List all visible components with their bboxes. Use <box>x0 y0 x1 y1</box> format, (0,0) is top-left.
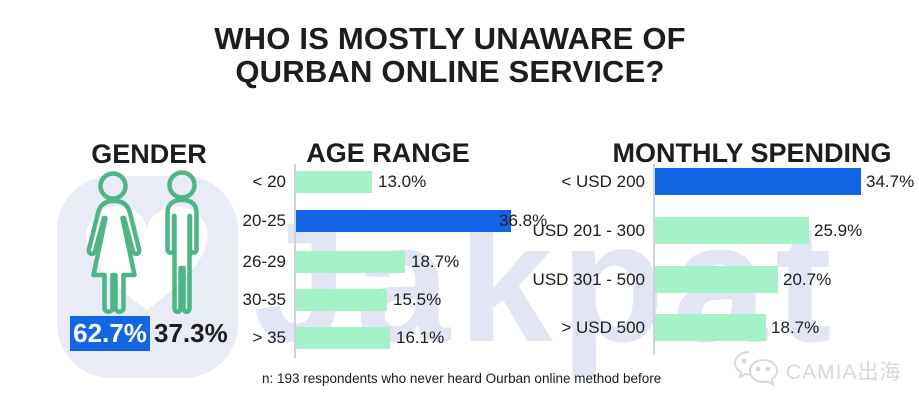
bar-value-label: 16.1% <box>396 328 445 347</box>
bar-value-label: 25.9% <box>814 220 863 240</box>
bar-value-label: 18.7% <box>771 317 820 337</box>
bar-row-label: USD 301 - 500 <box>532 269 645 289</box>
bar-value-label: 15.5% <box>393 290 442 309</box>
gender-section-heading: GENDER <box>91 139 207 169</box>
bar <box>655 314 766 341</box>
bar-value-label: 36.8% <box>499 211 548 230</box>
bar-value-label: 18.7% <box>411 252 460 271</box>
bar <box>296 327 390 349</box>
bar <box>296 289 387 311</box>
monthly-spending-axis-line <box>653 164 655 355</box>
chat-bubbles-icon <box>733 350 779 392</box>
bar-value-label: 13.0% <box>378 172 427 191</box>
bar-row-label: > USD 500 <box>561 317 645 337</box>
bar <box>655 217 809 244</box>
bar <box>655 266 778 293</box>
bar-row-label: USD 201 - 300 <box>532 220 645 240</box>
bar-highlighted <box>655 168 861 195</box>
bar-row-label: > 35 <box>252 328 286 347</box>
male-icon <box>146 170 218 325</box>
gender-female-value: 62.7% <box>70 316 150 351</box>
bar-row-label: < USD 200 <box>561 171 645 191</box>
camia-watermark-text: CAMIA出海 <box>786 361 902 384</box>
age-range-section-heading: AGE RANGE <box>306 138 470 168</box>
bar-row-label: 20-25 <box>242 211 286 230</box>
bar <box>296 171 372 193</box>
bar <box>296 251 405 273</box>
page-title: WHO IS MOSTLY UNAWARE OF QURBAN ONLINE S… <box>214 21 686 89</box>
bar-row-label: < 20 <box>252 172 286 191</box>
bar-value-label: 20.7% <box>783 269 832 289</box>
bar-highlighted <box>296 210 511 232</box>
sample-size-note: n: 193 respondents who never heard Ourba… <box>262 371 662 386</box>
monthly-spending-section-heading: MONTHLY SPENDING <box>612 138 892 168</box>
age-range-axis-line <box>294 164 296 358</box>
camia-watermark: CAMIA出海 <box>733 350 902 392</box>
bar-row-label: 30-35 <box>242 290 286 309</box>
bar-value-label: 34.7% <box>866 171 915 191</box>
gender-male-value: 37.3% <box>154 318 228 348</box>
female-icon <box>76 170 148 325</box>
bar-row-label: 26-29 <box>242 252 286 271</box>
